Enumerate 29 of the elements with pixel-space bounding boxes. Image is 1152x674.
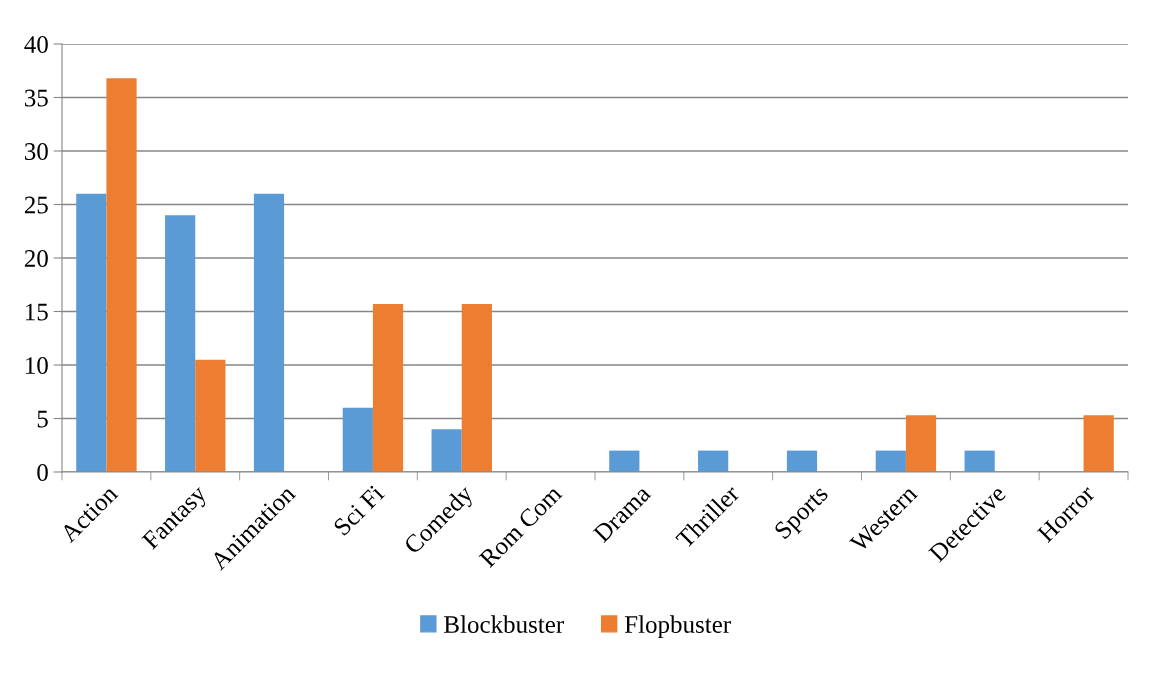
bar [964, 450, 995, 472]
legend-label: Flopbuster [624, 615, 731, 639]
bar [342, 407, 373, 472]
y-tick-label: 20 [24, 250, 48, 267]
bar [786, 450, 818, 472]
bar [905, 415, 937, 472]
bar [431, 429, 462, 472]
bar [875, 450, 906, 472]
y-tick-label: 0 [37, 464, 48, 481]
y-tick-label: 30 [25, 143, 48, 160]
y-tick-label: 35 [25, 89, 48, 107]
x-tick-label: Rom Com [478, 483, 563, 569]
bar [1083, 415, 1114, 472]
bar [698, 450, 729, 472]
bar [253, 193, 285, 472]
bar [372, 304, 404, 472]
bar [106, 78, 137, 472]
y-tick-label: 40 [24, 36, 48, 53]
y-tick-label: 5 [37, 410, 48, 428]
x-tick-label: Sci Fi [332, 484, 386, 537]
y-tick-label: 15 [26, 303, 48, 321]
bar [76, 193, 107, 472]
legend-label: Blockbuster [444, 615, 564, 633]
bar [461, 304, 492, 472]
y-tick-label: 10 [26, 357, 48, 374]
bar [609, 450, 640, 472]
bar [165, 215, 196, 472]
bar [195, 359, 226, 472]
y-tick-label: 25 [24, 196, 48, 214]
